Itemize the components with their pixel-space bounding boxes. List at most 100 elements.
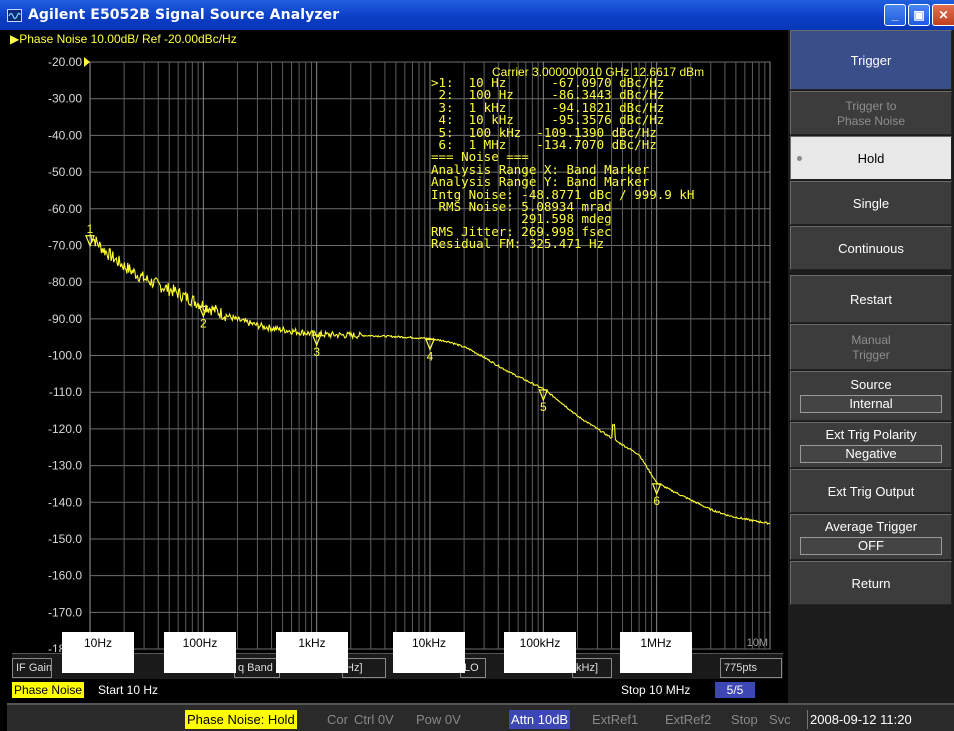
phase-noise-chart[interactable]: -20.00 -30.00 -40.00 -50.00 -60.00 -70.00 -80.… xyxy=(10,47,781,652)
y-axis-ticks: -20.00 -30.00 -40.00 -50.00 -60.00 -70.00 -80.… xyxy=(48,55,90,652)
marker-readout-table: >1: 10 Hz -67.0970 dBc/Hz 2: 100 Hz -86.… xyxy=(431,75,695,252)
extref2-indicator: ExtRef2 xyxy=(665,712,712,727)
marker-label: 2 xyxy=(200,316,207,330)
stop-frequency[interactable]: Stop 10 MHz xyxy=(621,683,691,697)
readout-line: RMS Jitter: 269.998 fsec xyxy=(431,223,612,239)
readout-line: 6: 1 MHz -134.7070 dBc/Hz xyxy=(431,137,657,153)
softkey-source[interactable]: Source Internal xyxy=(790,371,952,421)
y-tick-label: -120.0 xyxy=(48,422,82,436)
stop-indicator: Stop xyxy=(731,712,758,727)
ref-level-arrow-icon xyxy=(84,57,90,67)
hz-cell[interactable]: Hz] xyxy=(342,658,386,678)
readout-line: RMS Noise: 5.08934 mrad xyxy=(431,199,612,215)
datetime: 2008-09-12 11:20 xyxy=(807,710,914,729)
window-title: Agilent E5052B Signal Source Analyzer xyxy=(28,7,340,23)
trace-header: ▶Phase Noise 10.00dB/ Ref -20.00dBc/Hz xyxy=(10,32,237,46)
marker-triangle xyxy=(198,305,209,319)
y-tick-label: -140.0 xyxy=(48,495,82,509)
readout-line: >1: 10 Hz -67.0970 dBc/Hz xyxy=(431,75,665,90)
maximize-button[interactable]: ▣ xyxy=(908,4,930,26)
readout-line: Analysis Range Y: Band Marker xyxy=(431,174,650,190)
marker-label: 1 xyxy=(87,222,94,236)
readout-line: 5: 100 kHz -109.1390 dBc/Hz xyxy=(431,124,657,140)
readout-line: 291.598 mdeg xyxy=(431,211,612,227)
readout-line: === Noise === xyxy=(431,149,529,165)
svc-indicator: Svc xyxy=(769,712,791,727)
y-tick-label: -40.00 xyxy=(48,128,82,142)
marker-triangle xyxy=(311,334,322,347)
softkey-panel: Trigger Trigger to Phase Noise Hold Singl… xyxy=(788,30,954,703)
y-tick-label: -60.00 xyxy=(48,202,82,216)
x-tick-label: 10M xyxy=(747,637,768,649)
readout-line: 4: 10 kHz -95.3576 dBc/Hz xyxy=(431,112,665,128)
marker-triangle xyxy=(651,483,662,496)
app-icon xyxy=(7,8,22,22)
y-tick-label: -150.0 xyxy=(48,532,82,546)
softkey-ext-trig-output[interactable]: Ext Trig Output xyxy=(790,469,952,513)
cor-indicator: Cor xyxy=(327,712,348,727)
softkey-header-trigger: Trigger xyxy=(790,30,952,90)
marker-group: 1 2 3 4 5 6 xyxy=(85,222,662,508)
khz-cell[interactable]: kHz] xyxy=(572,658,612,678)
y-tick-label: -160.0 xyxy=(48,569,82,583)
if-gain-cell[interactable]: IF Gain xyxy=(12,658,52,678)
freq-label-1khz: 1kHz xyxy=(276,632,348,673)
trigger-state-badge: Phase Noise: Hold xyxy=(185,710,297,729)
extref1-indicator: ExtRef1 xyxy=(592,712,639,727)
softkey-ext-trig-polarity[interactable]: Ext Trig Polarity Negative xyxy=(790,422,952,468)
freq-label-10khz: 10kHz xyxy=(393,632,465,673)
freq-label-100khz: 100kHz xyxy=(504,632,576,673)
y-tick-label: -50.00 xyxy=(48,165,82,179)
minimize-button[interactable]: _ xyxy=(884,4,906,26)
marker-triangle xyxy=(85,235,95,248)
start-frequency[interactable]: Start 10 Hz xyxy=(98,683,159,697)
freq-label-1mhz: 1MHz xyxy=(620,632,692,673)
softkey-trigger-to-phase-noise[interactable]: Trigger to Phase Noise xyxy=(790,91,952,135)
y-tick-label: -100.0 xyxy=(48,349,82,363)
ctrl-indicator: Ctrl 0V xyxy=(354,712,394,727)
freq-label-100hz: 100Hz xyxy=(164,632,236,673)
page-indicator: 5/5 xyxy=(715,682,755,698)
softkey-single[interactable]: Single xyxy=(790,181,952,225)
freq-label-10hz: 10Hz xyxy=(62,632,134,673)
y-tick-label: -110.0 xyxy=(49,385,82,399)
readout-line: Intg Noise: -48.8771 dBc / 999.9 kH xyxy=(431,186,695,202)
marker-label: 4 xyxy=(427,349,434,363)
y-tick-label: -30.00 xyxy=(48,92,82,106)
avg-trigger-value: OFF xyxy=(800,537,942,555)
y-tick-label: -130.0 xyxy=(48,459,82,473)
pow-indicator: Pow 0V xyxy=(416,712,461,727)
readout-line: 2: 100 Hz -86.3443 dBc/Hz xyxy=(431,87,665,103)
marker-triangle xyxy=(538,389,549,402)
readout-line: Analysis Range X: Band Marker xyxy=(431,161,650,177)
softkey-manual-trigger[interactable]: Manual Trigger xyxy=(790,324,952,370)
marker-label: 6 xyxy=(653,494,660,508)
close-button[interactable]: ✕ xyxy=(932,4,954,26)
window-title-bar[interactable]: Agilent E5052B Signal Source Analyzer _ … xyxy=(0,0,954,30)
marker-label: 5 xyxy=(540,400,547,414)
source-value: Internal xyxy=(800,395,942,413)
points-cell[interactable]: 775pts xyxy=(720,658,782,678)
marker-label: 3 xyxy=(313,345,320,359)
softkey-restart[interactable]: Restart xyxy=(790,275,952,323)
selected-dot-icon xyxy=(797,156,802,161)
softkey-hold[interactable]: Hold xyxy=(790,136,952,180)
band-cell[interactable]: q Band xyxy=(234,658,280,678)
readout-line: Residual FM: 325.471 Hz xyxy=(431,236,605,252)
y-tick-label: -90.00 xyxy=(48,312,82,326)
carrier-readout: Carrier 3.000000010 GHz 12.6617 dBm xyxy=(492,65,705,79)
readout-line: 3: 1 kHz -94.1821 dBc/Hz xyxy=(431,99,665,115)
y-tick-label: -70.00 xyxy=(48,238,82,252)
y-tick-label: -80.00 xyxy=(48,275,82,289)
softkey-continuous[interactable]: Continuous xyxy=(790,226,952,270)
softkey-return[interactable]: Return xyxy=(790,561,952,605)
chart-grid xyxy=(89,61,771,650)
softkey-average-trigger[interactable]: Average Trigger OFF xyxy=(790,514,952,560)
status-row: Phase Noise Start 10 Hz Stop 10 MHz 5/5 xyxy=(12,681,783,700)
marker-triangle xyxy=(425,338,435,352)
ext-polarity-value: Negative xyxy=(800,445,942,463)
measurement-label[interactable]: Phase Noise xyxy=(12,682,85,698)
attn-indicator: Attn 10dB xyxy=(509,710,571,729)
y-tick-label: -20.00 xyxy=(48,55,82,69)
y-tick-label: -170.0 xyxy=(48,605,82,619)
